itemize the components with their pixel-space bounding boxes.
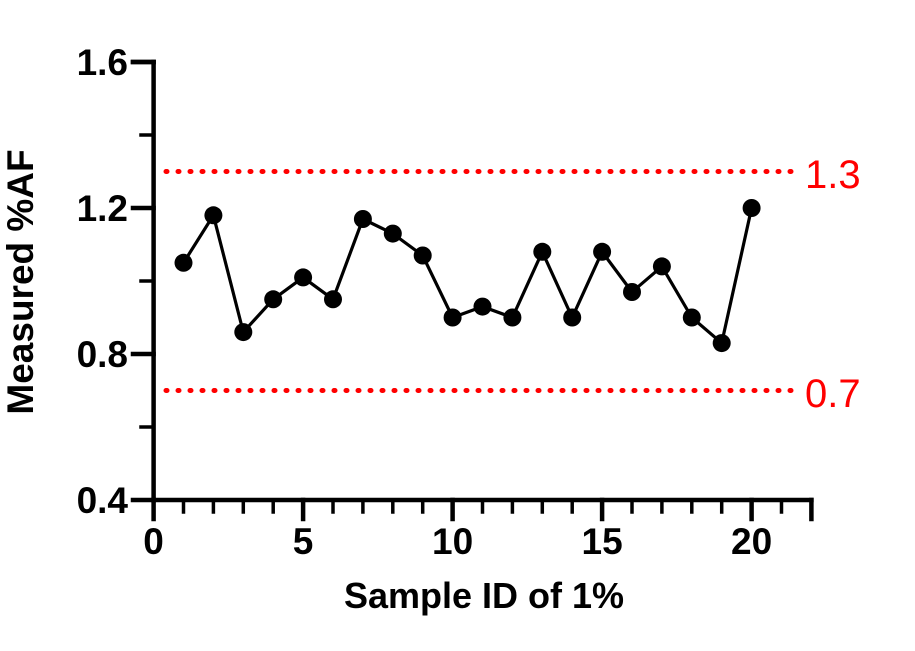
svg-text:10: 10 — [432, 521, 473, 562]
svg-text:Sample ID of 1%: Sample ID of 1% — [344, 575, 624, 616]
svg-text:15: 15 — [582, 521, 623, 562]
svg-text:0.7: 0.7 — [805, 372, 861, 416]
svg-text:1.6: 1.6 — [77, 42, 128, 83]
svg-text:0.4: 0.4 — [77, 480, 129, 521]
svg-text:1.2: 1.2 — [77, 188, 128, 229]
svg-text:Measured %AF: Measured %AF — [0, 149, 41, 414]
svg-text:0: 0 — [143, 521, 164, 562]
svg-text:0.8: 0.8 — [77, 334, 128, 375]
svg-text:5: 5 — [293, 521, 314, 562]
svg-text:20: 20 — [731, 521, 772, 562]
svg-text:1.3: 1.3 — [805, 153, 861, 197]
